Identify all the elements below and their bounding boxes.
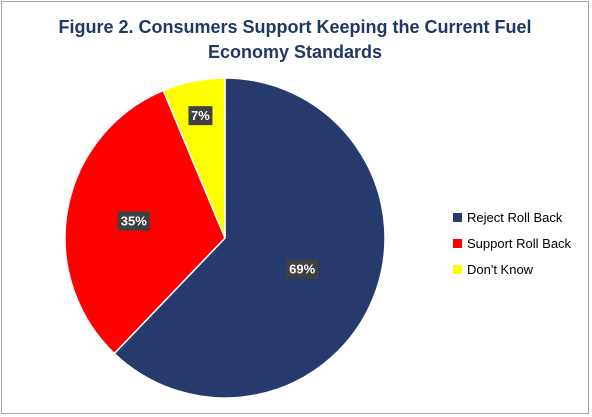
legend-swatch [453,212,462,222]
data-label-support-roll-back: 35% [117,211,150,231]
data-label-reject-roll-back: 69% [286,259,319,279]
pie-slice-reject-roll-back [113,77,386,399]
legend-label: Support Roll Back [467,235,572,251]
legend-label: Don't Know [467,261,534,277]
chart-title: Figure 2. Consumers Support Keeping the … [2,15,588,65]
data-label-box [286,259,319,279]
chart-title-line-2: Economy Standards [207,42,383,62]
data-label-don-t-know: 7% [188,106,213,126]
legend-item-don-t-know: Don't Know [453,256,571,282]
data-label-text: 69% [289,262,315,277]
data-label-text: 7% [191,108,210,123]
legend-item-support-roll-back: Support Roll Back [453,230,571,256]
data-label-box [188,106,213,126]
legend-swatch [453,238,462,248]
chart-title-line-1: Figure 2. Consumers Support Keeping the … [58,17,532,37]
data-label-box [117,211,150,231]
legend-swatch [453,264,462,274]
legend-item-reject-roll-back: Reject Roll Back [453,204,571,230]
data-label-text: 35% [121,214,147,229]
chart-legend: Reject Roll Back Support Roll Back Don't K… [453,204,571,282]
legend-label: Reject Roll Back [467,209,563,225]
